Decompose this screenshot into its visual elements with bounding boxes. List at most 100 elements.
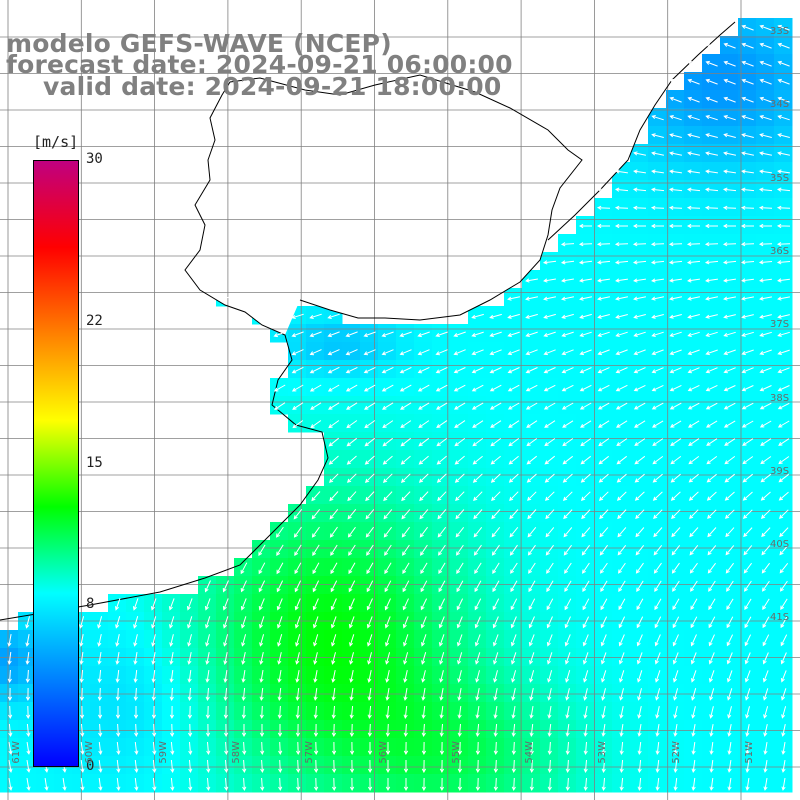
wind-speed-cell [540, 630, 559, 649]
wind-arrow [759, 420, 772, 428]
wind-speed-cell [756, 486, 775, 505]
wind-speed-cell [594, 540, 613, 559]
wind-speed-cell [126, 666, 145, 685]
wind-arrow [742, 473, 754, 483]
wind-arrow [242, 777, 247, 792]
longitude-label: 61W [11, 741, 22, 764]
wind-arrow [724, 456, 736, 465]
wind-arrow [418, 455, 429, 465]
wind-arrow [670, 473, 681, 483]
wind-arrow [328, 420, 340, 429]
wind-arrow [651, 314, 664, 319]
wind-speed-cell [720, 666, 739, 685]
wind-speed-cell [270, 774, 289, 793]
wind-arrow [616, 491, 627, 501]
wind-speed-cell [594, 396, 613, 415]
wind-speed-cell [558, 630, 577, 649]
wind-arrow [687, 384, 700, 392]
wind-arrow [580, 473, 591, 483]
wind-speed-cell [702, 252, 721, 271]
wind-arrow [151, 669, 156, 684]
wind-arrow [761, 562, 770, 574]
wind-arrow [741, 169, 754, 174]
wind-arrow [206, 741, 211, 756]
wind-arrow [781, 742, 786, 755]
wind-speed-cell [666, 486, 685, 505]
wind-arrow [258, 562, 266, 575]
wind-arrow [400, 437, 412, 447]
wind-speed-cell [270, 378, 289, 397]
wind-arrow [653, 544, 663, 556]
wind-speed-cell [216, 738, 235, 757]
wind-speed-cell [720, 774, 739, 793]
wind-arrow [509, 491, 519, 502]
wind-arrow [777, 278, 790, 283]
wind-arrow [453, 384, 466, 392]
wind-arrow [561, 278, 574, 283]
wind-speed-cell [630, 306, 649, 325]
wind-arrow [761, 527, 771, 538]
wind-arrow [419, 526, 428, 538]
wind-arrow [636, 634, 643, 647]
wind-speed-cell [648, 450, 667, 469]
wind-arrow [598, 455, 610, 465]
wind-speed-cell [702, 504, 721, 523]
wind-speed-cell [756, 360, 775, 379]
wind-speed-cell [774, 162, 793, 181]
wind-speed-cell [432, 702, 451, 721]
wind-arrow [669, 331, 682, 337]
wind-speed-cell [666, 450, 685, 469]
wind-arrow [258, 544, 266, 556]
wind-speed-cell [774, 180, 793, 199]
wind-speed-cell [198, 630, 217, 649]
wind-arrow [615, 402, 628, 410]
wind-arrow [727, 778, 732, 791]
wind-speed-cell [630, 666, 649, 685]
wind-arrow [223, 652, 228, 665]
wind-speed-cell [720, 198, 739, 217]
wind-speed-cell [378, 522, 397, 541]
wind-arrow [705, 169, 718, 174]
wind-arrow [579, 313, 592, 319]
wind-speed-cell [252, 576, 271, 595]
wind-arrow [636, 616, 644, 629]
wind-arrow [435, 331, 448, 337]
wind-speed-cell [342, 738, 361, 757]
wind-arrow [493, 759, 499, 774]
wind-speed-cell [306, 306, 325, 325]
wind-arrow [673, 706, 678, 719]
wind-arrow [780, 616, 788, 629]
wind-arrow [742, 491, 753, 501]
wind-speed-cell [414, 702, 433, 721]
wind-speed-cell [576, 324, 595, 343]
wind-arrow [349, 670, 354, 683]
wind-arrow [687, 115, 700, 121]
wind-arrow [599, 562, 608, 574]
wind-arrow [655, 724, 660, 737]
wind-speed-cell [540, 414, 559, 433]
wind-speed-cell [720, 216, 739, 235]
wind-arrow [471, 331, 484, 337]
wind-arrow [650, 242, 665, 247]
wind-speed-cell [306, 504, 325, 523]
wind-speed-cell [270, 594, 289, 613]
wind-arrow [615, 349, 628, 356]
wind-speed-cell [216, 630, 235, 649]
wind-arrow [349, 723, 355, 738]
wind-arrow [668, 260, 683, 265]
wind-arrow [511, 706, 516, 719]
wind-speed-cell [756, 630, 775, 649]
wind-speed-cell [630, 684, 649, 703]
wind-speed-cell [756, 414, 775, 433]
wind-speed-cell [378, 486, 397, 505]
wind-arrow [471, 402, 484, 410]
wind-arrow [776, 205, 791, 210]
wind-arrow [97, 687, 102, 702]
wind-arrow [596, 223, 610, 229]
wind-arrow [223, 616, 229, 629]
wind-speed-cell [738, 234, 757, 253]
wind-arrow [601, 706, 606, 719]
wind-speed-cell [594, 342, 613, 361]
wind-speed-cell [414, 468, 433, 487]
wind-arrow [472, 455, 483, 465]
